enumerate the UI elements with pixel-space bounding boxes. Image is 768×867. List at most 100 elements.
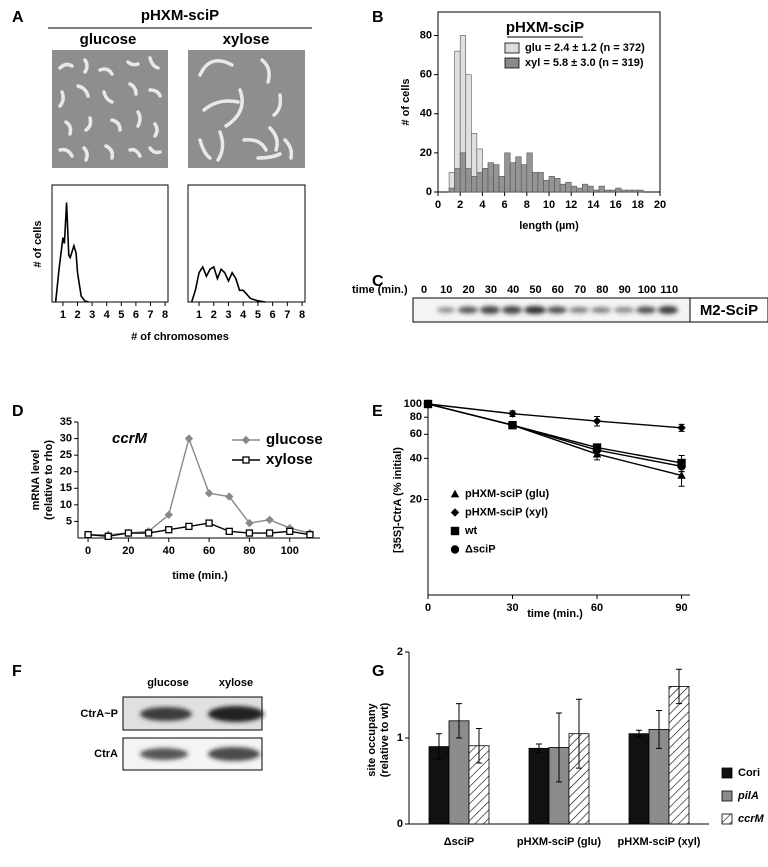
marker <box>677 471 686 479</box>
histogram-bar <box>554 178 561 193</box>
histogram-bar <box>604 189 611 193</box>
y-tick-label: 20 <box>420 147 432 159</box>
y-tick-label: 10 <box>60 499 72 511</box>
x-tick-label: 0 <box>435 199 441 211</box>
x-tick-label: 80 <box>243 545 255 557</box>
marker <box>677 462 686 471</box>
legend-label: pHXM-sciP (glu) <box>465 488 549 500</box>
x-tick-label: 2 <box>74 309 80 321</box>
y-axis-label: (relative to wt) <box>379 702 391 777</box>
y-tick-label: 100 <box>404 398 422 410</box>
column-header: xylose <box>219 677 253 689</box>
time-label: 10 <box>440 284 452 296</box>
histogram-bar <box>559 183 566 193</box>
time-label: 30 <box>485 284 497 296</box>
x-axis-label: time (min.) <box>527 608 583 620</box>
marker <box>165 526 173 534</box>
histogram-bar <box>532 172 539 193</box>
error-bar <box>676 668 682 705</box>
histogram-bar <box>615 187 622 193</box>
time-label: 70 <box>574 284 586 296</box>
y-tick-label: 25 <box>60 449 72 461</box>
x-tick-label: 20 <box>654 199 666 211</box>
histogram-bar <box>482 168 489 193</box>
x-tick-label: 0 <box>85 545 91 557</box>
legend-label: ΔsciP <box>465 543 496 555</box>
legend-swatch <box>504 42 520 54</box>
x-tick-label: 5 <box>118 309 124 321</box>
y-tick-label: 15 <box>60 482 72 494</box>
marker <box>508 409 517 418</box>
histogram-bar <box>537 172 544 193</box>
histogram-bar <box>565 181 572 193</box>
y-tick-label: 35 <box>60 416 72 428</box>
y-axis-label: [35S]-CtrA (% initial) <box>392 447 404 553</box>
marker <box>450 489 460 498</box>
x-axis-label: length (µm) <box>519 220 579 232</box>
error-bar <box>456 703 462 739</box>
marker <box>185 522 193 531</box>
histogram-bar <box>637 189 644 193</box>
marker <box>265 529 274 537</box>
panel-header: pHXM-sciP <box>141 7 219 24</box>
x-tick-label: 3 <box>89 309 95 321</box>
y-tick-label: 20 <box>410 493 422 505</box>
legend-swatch <box>721 767 733 779</box>
histogram-bar <box>465 168 472 193</box>
bar <box>528 747 550 825</box>
histogram-bar <box>459 152 467 193</box>
histogram-bar <box>609 189 616 193</box>
marker <box>508 420 517 430</box>
y-tick-label: 20 <box>60 466 72 478</box>
panel-label: E <box>372 403 383 420</box>
histogram-bar <box>526 152 533 193</box>
time-label: 90 <box>619 284 631 296</box>
x-tick-label: 16 <box>609 199 621 211</box>
panel-label: A <box>12 9 24 26</box>
marker <box>450 508 460 517</box>
x-tick-label: 30 <box>506 602 518 614</box>
x-tick-label: 100 <box>281 545 299 557</box>
column-header: glucose <box>147 677 189 689</box>
x-tick-label: 8 <box>162 309 168 321</box>
marker <box>265 515 274 524</box>
time-label: 60 <box>552 284 564 296</box>
row-label: CtrA~P <box>80 708 118 720</box>
x-tick-label: 4 <box>479 199 486 211</box>
x-tick-label: 60 <box>591 602 603 614</box>
bar <box>668 686 690 825</box>
histogram-bar <box>448 187 455 193</box>
histogram-bar <box>570 185 578 193</box>
legend-label: pilA <box>737 790 759 802</box>
legend-label: xyl = 5.8 ± 3.0 (n = 319) <box>525 57 644 69</box>
marker <box>104 532 112 540</box>
series-line <box>88 522 311 538</box>
marker <box>450 545 460 554</box>
x-tick-label: 40 <box>163 545 175 557</box>
histogram-bar <box>487 162 494 193</box>
x-tick-label: 5 <box>255 309 261 321</box>
x-tick-label: 6 <box>133 309 139 321</box>
marker <box>144 529 153 537</box>
panel-label: B <box>372 9 384 26</box>
x-tick-label: 14 <box>587 199 600 211</box>
y-tick-label: 0 <box>426 186 432 198</box>
x-tick-label: 7 <box>147 309 153 321</box>
western-blot <box>412 297 768 323</box>
marker <box>423 399 433 409</box>
marker <box>306 531 314 539</box>
bar <box>628 733 650 825</box>
time-label: 20 <box>462 284 474 296</box>
y-tick-label: 5 <box>66 515 72 527</box>
histogram-bar <box>598 185 605 193</box>
marker <box>241 435 251 445</box>
histogram-bar <box>498 176 505 193</box>
y-tick-label: 60 <box>420 69 432 81</box>
y-axis-label: mRNA level <box>30 450 42 511</box>
histogram-bar <box>620 189 628 193</box>
western-blot <box>122 696 264 771</box>
column-header: xylose <box>223 31 270 48</box>
micrograph <box>52 50 305 168</box>
legend-swatch <box>721 813 733 825</box>
